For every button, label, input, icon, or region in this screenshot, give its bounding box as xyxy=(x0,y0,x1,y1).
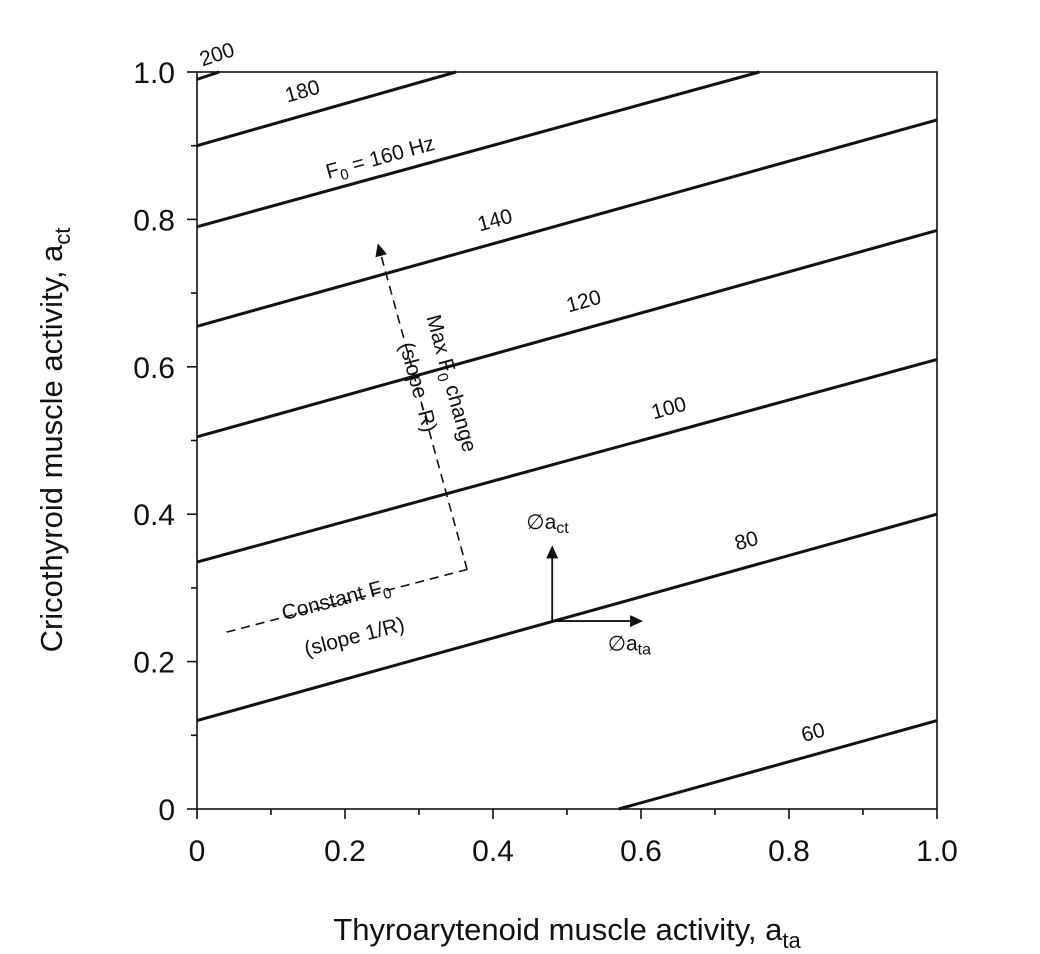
axis-ticks xyxy=(187,71,938,819)
contour-line-180 xyxy=(196,70,457,148)
contour-label-160: F0 = 160 Hz xyxy=(323,132,438,188)
y-tick-label: 0.8 xyxy=(133,204,175,237)
contour-label-120: 120 xyxy=(564,286,604,318)
x-tick-label: 0.2 xyxy=(324,835,366,868)
constant-f0-path xyxy=(226,568,468,633)
axis-tick-labels: 0 0.2 0.4 0.6 0.8 1.0 0 0.2 0.4 0.6 0.8 1.0 xyxy=(133,57,958,868)
contour-lines xyxy=(196,70,938,811)
x-tick-label: 0.8 xyxy=(768,835,810,868)
delta-act-label: ∅act xyxy=(526,511,569,537)
contour-line-200 xyxy=(196,70,220,81)
y-tick-label: 0.2 xyxy=(133,647,175,680)
delta-ata-label: ∅ata xyxy=(608,633,651,659)
contour-label-60: 60 xyxy=(799,719,828,747)
contour-line-160 xyxy=(196,70,760,229)
contour-label-200: 200 xyxy=(197,38,238,71)
y-tick-label: 0 xyxy=(158,794,175,827)
contour-line-80 xyxy=(196,512,938,723)
y-tick-label: 0.6 xyxy=(133,352,175,385)
x-tick-label: 1.0 xyxy=(916,835,958,868)
x-axis-title: Thyroarytenoid muscle activity, ata xyxy=(333,912,801,953)
constant-slope-label: (slope 1/R) xyxy=(302,613,407,661)
y-axis-title: Cricothyroid muscle activity, act xyxy=(34,228,75,653)
x-tick-label: 0.4 xyxy=(472,835,514,868)
contour-label-140: 140 xyxy=(475,205,515,237)
contour-line-100 xyxy=(196,357,938,564)
contour-label-180: 180 xyxy=(283,76,323,108)
max-f0-change-path xyxy=(375,243,468,570)
contour-label-80: 80 xyxy=(732,527,761,555)
plot-frame xyxy=(196,71,938,810)
contour-label-100: 100 xyxy=(649,393,689,424)
y-tick-label: 0.4 xyxy=(133,499,175,532)
x-tick-label: 0 xyxy=(189,835,206,868)
x-tick-label: 0.6 xyxy=(620,835,662,868)
y-tick-label: 1.0 xyxy=(133,57,175,90)
contour-line-60 xyxy=(618,719,938,811)
contour-line-120 xyxy=(196,229,938,439)
contour-line-140 xyxy=(196,118,938,328)
